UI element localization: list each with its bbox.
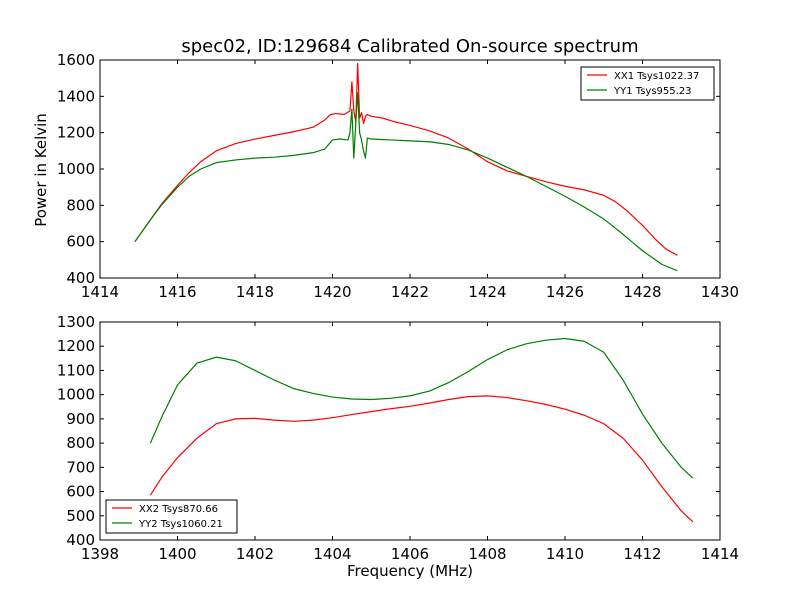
bottom-x-axis-label: Frequency (MHz) xyxy=(347,562,473,580)
top-x-tick-label: 1414 xyxy=(81,283,119,301)
top-x-tick-label: 1424 xyxy=(468,283,506,301)
top-legend-box xyxy=(580,66,715,101)
top-x-tick-label: 1416 xyxy=(158,283,196,301)
bottom-x-tick-label: 1402 xyxy=(236,545,274,563)
bottom-y-tick-label: 600 xyxy=(66,483,95,501)
top-y-tick-label: 1600 xyxy=(57,51,95,69)
bottom-x-tick-label: 1400 xyxy=(158,545,196,563)
top-x-tick-label: 1426 xyxy=(546,283,584,301)
bottom-legend-box xyxy=(105,499,238,534)
bottom-y-tick-label: 1300 xyxy=(57,313,95,331)
bottom-y-tick-label: 800 xyxy=(66,434,95,452)
top-legend: XX1 Tsys1022.37 YY1 Tsys955.23 xyxy=(580,66,715,101)
bottom-y-tick-label: 500 xyxy=(66,507,95,525)
top-series-line-2 xyxy=(134,92,678,272)
top-x-tick-label: 1422 xyxy=(391,283,429,301)
bottom-x-tick-label: 1404 xyxy=(313,545,351,563)
top-x-tick-label: 1430 xyxy=(701,283,739,301)
top-y-tick-label: 1400 xyxy=(57,87,95,105)
top-plot-area: 1414 1416 1418 1420 1422 1424 1426 1428 1430 400 6… xyxy=(57,51,739,301)
top-legend-label-2: YY1 Tsys955.23 xyxy=(613,86,692,97)
top-x-tick-label: 1418 xyxy=(236,283,274,301)
bottom-x-tick-label: 1406 xyxy=(391,545,429,563)
bottom-chart: Frequency (MHz) 1398 1400 1402 1404 1406 1408… xyxy=(57,313,739,580)
top-chart: spec02, ID:129684 Calibrated On-source s… xyxy=(32,36,739,301)
top-y-axis-label: Power in Kelvin xyxy=(32,113,50,227)
bottom-series-line-2 xyxy=(149,337,694,479)
bottom-x-tick-label: 1410 xyxy=(546,545,584,563)
top-y-tick-label: 1200 xyxy=(57,124,95,142)
bottom-y-tick-label: 400 xyxy=(66,531,95,549)
bottom-x-tick-label: 1414 xyxy=(701,545,739,563)
bottom-y-tick-label: 1000 xyxy=(57,386,95,404)
top-y-tick-label: 800 xyxy=(66,196,95,214)
top-chart-title: spec02, ID:129684 Calibrated On-source s… xyxy=(181,36,638,57)
bottom-legend-label-1: XX2 Tsys870.66 xyxy=(139,504,218,515)
top-y-tick-label: 1000 xyxy=(57,160,95,178)
bottom-legend-label-2: YY2 Tsys1060.21 xyxy=(138,519,223,530)
bottom-y-tick-label: 900 xyxy=(66,410,95,428)
top-x-tick-label: 1428 xyxy=(623,283,661,301)
bottom-x-tick-label: 1412 xyxy=(623,545,661,563)
bottom-y-tick-label: 1100 xyxy=(57,361,95,379)
top-legend-label-1: XX1 Tsys1022.37 xyxy=(614,71,699,82)
top-x-tick-label: 1420 xyxy=(313,283,351,301)
bottom-plot-area: 1398 1400 1402 1404 1406 1408 1410 1412 1414 400 5… xyxy=(57,313,739,563)
top-series-line-1 xyxy=(134,63,678,256)
bottom-x-tick-label: 1408 xyxy=(468,545,506,563)
bottom-series-line-1 xyxy=(149,395,694,523)
bottom-y-tick-label: 700 xyxy=(66,458,95,476)
bottom-y-tick-label: 1200 xyxy=(57,337,95,355)
top-y-tick-label: 600 xyxy=(66,233,95,251)
bottom-legend: XX2 Tsys870.66 YY2 Tsys1060.21 xyxy=(105,499,238,534)
bottom-x-tick-label: 1398 xyxy=(81,545,119,563)
top-y-tick-label: 400 xyxy=(66,269,95,287)
